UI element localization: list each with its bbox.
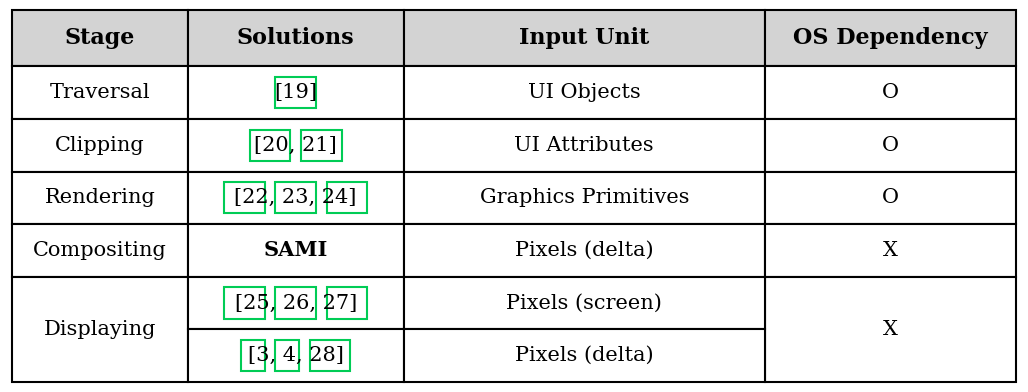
Text: Graphics Primitives: Graphics Primitives (479, 188, 689, 207)
Text: Compositing: Compositing (33, 241, 167, 260)
Bar (250, 130, 290, 161)
Bar (12, 119, 188, 172)
Bar (765, 66, 1016, 119)
Bar (276, 77, 317, 108)
Text: [22, 23, 24]: [22, 23, 24] (234, 188, 357, 207)
Bar (404, 66, 765, 119)
Text: Solutions: Solutions (236, 27, 355, 49)
Text: Pixels (delta): Pixels (delta) (515, 241, 654, 260)
Bar (188, 119, 404, 172)
Bar (12, 172, 188, 224)
Bar (765, 224, 1016, 277)
Text: UI Objects: UI Objects (528, 83, 640, 102)
Bar (765, 277, 1016, 382)
Text: X: X (883, 241, 897, 260)
Bar (188, 277, 404, 329)
Bar (188, 224, 404, 277)
Bar (309, 340, 351, 371)
Text: [19]: [19] (274, 83, 317, 102)
Bar (404, 172, 765, 224)
Bar (224, 287, 264, 319)
Text: O: O (882, 188, 900, 207)
Bar (327, 182, 367, 213)
Text: OS Dependency: OS Dependency (794, 27, 988, 49)
Bar (188, 10, 404, 66)
Bar (404, 224, 765, 277)
Bar (765, 10, 1016, 66)
Bar (404, 329, 765, 382)
Bar (188, 66, 404, 119)
Text: Input Unit: Input Unit (519, 27, 650, 49)
Text: O: O (882, 136, 900, 155)
Text: Traversal: Traversal (49, 83, 150, 102)
Text: Clipping: Clipping (56, 136, 145, 155)
Text: X: X (883, 320, 897, 339)
Bar (765, 172, 1016, 224)
Text: O: O (882, 83, 900, 102)
Bar (276, 340, 299, 371)
Bar (12, 66, 188, 119)
Text: Displaying: Displaying (43, 320, 156, 339)
Bar (276, 287, 316, 319)
Text: UI Attributes: UI Attributes (514, 136, 654, 155)
Text: Rendering: Rendering (44, 188, 155, 207)
Text: [3, 4, 28]: [3, 4, 28] (248, 346, 343, 365)
Bar (224, 182, 264, 213)
Bar (241, 340, 265, 371)
Text: Pixels (screen): Pixels (screen) (507, 294, 662, 312)
Bar (301, 130, 341, 161)
Bar (404, 277, 765, 329)
Bar (12, 10, 188, 66)
Bar (404, 10, 765, 66)
Bar (12, 277, 188, 382)
Text: [25, 26, 27]: [25, 26, 27] (234, 294, 357, 312)
Bar (188, 329, 404, 382)
Bar (188, 172, 404, 224)
Bar (327, 287, 367, 319)
Bar (276, 182, 316, 213)
Text: Stage: Stage (65, 27, 135, 49)
Bar (404, 119, 765, 172)
Bar (12, 224, 188, 277)
Bar (765, 119, 1016, 172)
Text: Pixels (delta): Pixels (delta) (515, 346, 654, 365)
Text: SAMI: SAMI (263, 240, 328, 260)
Text: [20, 21]: [20, 21] (254, 136, 337, 155)
